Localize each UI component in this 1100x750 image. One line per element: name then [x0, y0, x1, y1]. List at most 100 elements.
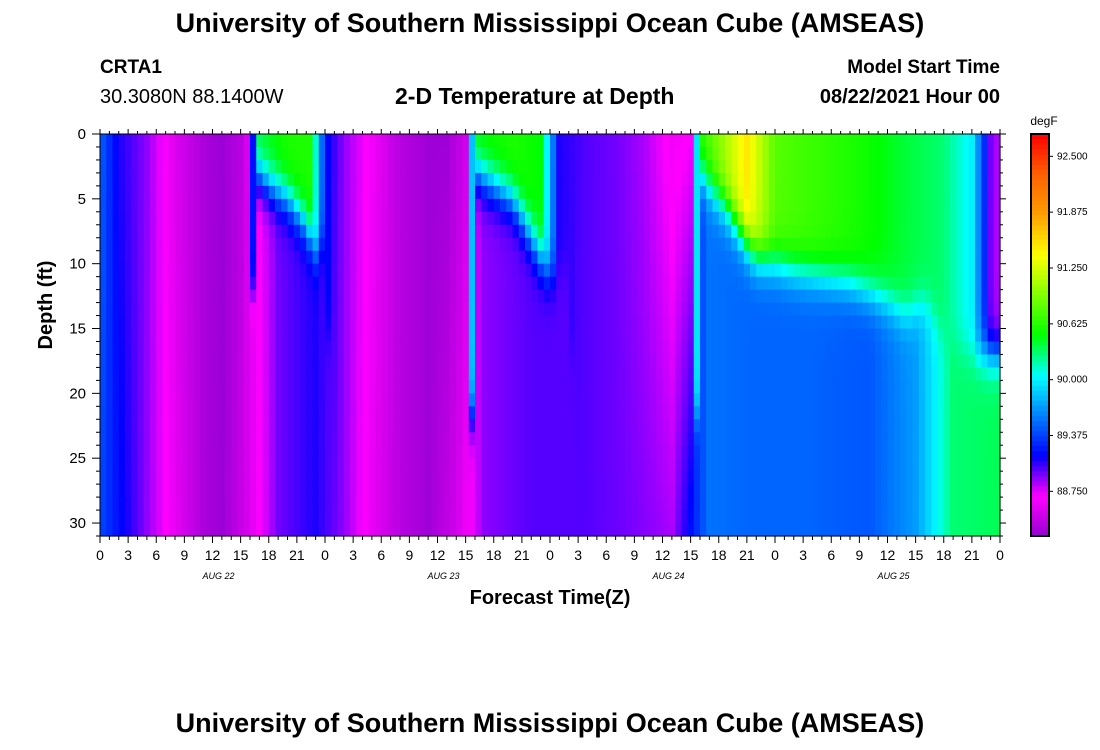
heatmap-cell [200, 406, 207, 420]
heatmap-cell [393, 146, 401, 161]
heatmap-cell [631, 328, 639, 343]
heatmap-cell [175, 458, 182, 472]
heatmap-cell [218, 341, 226, 356]
heatmap-cell [768, 432, 776, 446]
heatmap-cell [862, 393, 870, 407]
heatmap-cell [575, 445, 582, 459]
heatmap-cell [375, 419, 382, 433]
heatmap-cell [425, 302, 432, 317]
heatmap-cell [687, 276, 695, 291]
heatmap-cell [937, 250, 945, 265]
heatmap-cell [943, 224, 951, 239]
heatmap-cell [268, 458, 276, 472]
heatmap-cell [912, 289, 920, 304]
heatmap-cell [543, 497, 551, 511]
heatmap-cell [275, 315, 282, 330]
heatmap-cell [612, 380, 620, 394]
heatmap-cell [475, 289, 482, 304]
heatmap-cell [975, 185, 982, 200]
heatmap-cell [662, 328, 670, 343]
heatmap-cell [187, 198, 195, 213]
heatmap-cell [493, 237, 501, 252]
heatmap-cell [956, 406, 964, 420]
heatmap-cell [800, 367, 807, 381]
heatmap-cell [837, 497, 845, 511]
heatmap-cell [412, 432, 420, 446]
heatmap-cell [212, 419, 220, 433]
heatmap-cell [168, 523, 176, 537]
heatmap-cell [743, 263, 751, 278]
heatmap-cell [131, 458, 139, 472]
heatmap-cell [543, 185, 551, 200]
heatmap-cell [743, 146, 751, 161]
heatmap-cell [175, 315, 182, 330]
heatmap-cell [931, 224, 939, 239]
heatmap-cell [606, 146, 614, 161]
heatmap-cell [887, 471, 895, 485]
heatmap-cell [268, 471, 276, 485]
heatmap-cell [400, 328, 407, 343]
heatmap-cell [143, 406, 151, 420]
heatmap-cell [793, 276, 801, 291]
heatmap-cell [631, 471, 639, 485]
heatmap-cell [800, 146, 807, 161]
heatmap-cell [218, 276, 226, 291]
heatmap-cell [168, 146, 176, 161]
heatmap-cell [393, 250, 401, 265]
heatmap-cell [543, 159, 551, 174]
heatmap-cell [543, 367, 551, 381]
heatmap-cell [212, 380, 220, 394]
heatmap-cell [818, 419, 826, 433]
colorbar-segment [1031, 425, 1049, 432]
heatmap-cell [431, 471, 439, 485]
heatmap-cell [293, 237, 301, 252]
heatmap-cell [706, 380, 714, 394]
heatmap-cell [131, 276, 139, 291]
heatmap-cell [437, 419, 445, 433]
heatmap-cell [662, 380, 670, 394]
day-label: AUG 23 [426, 571, 459, 581]
heatmap-cell [918, 315, 926, 330]
x-tick-label: 0 [771, 547, 779, 563]
heatmap-cell [568, 211, 576, 226]
heatmap-cell [937, 393, 945, 407]
heatmap-cell [762, 367, 770, 381]
heatmap-cell [543, 250, 551, 265]
heatmap-cell [600, 198, 607, 213]
heatmap-cell [562, 250, 570, 265]
heatmap-cell [193, 471, 201, 485]
heatmap-cell [650, 471, 657, 485]
heatmap-cell [756, 211, 764, 226]
heatmap-cell [537, 159, 545, 174]
heatmap-cell [331, 510, 339, 524]
heatmap-cell [175, 380, 182, 394]
heatmap-cell [812, 224, 820, 239]
heatmap-cell [912, 510, 920, 524]
heatmap-cell [993, 237, 1001, 252]
heatmap-cell [962, 328, 970, 343]
heatmap-cell [656, 341, 664, 356]
heatmap-cell [681, 159, 689, 174]
heatmap-cell [956, 380, 964, 394]
heatmap-cell [306, 146, 314, 161]
heatmap-cell [862, 146, 870, 161]
heatmap-cell [325, 302, 332, 317]
heatmap-cell [550, 172, 557, 187]
heatmap-cell [968, 393, 976, 407]
heatmap-cell [662, 354, 670, 369]
heatmap-cell [825, 393, 832, 407]
colorbar-segment [1031, 405, 1049, 411]
heatmap-cell [187, 315, 195, 330]
heatmap-cell [887, 289, 895, 304]
heatmap-cell [512, 185, 520, 200]
heatmap-cell [943, 146, 951, 161]
heatmap-cell [812, 159, 820, 174]
heatmap-cell [631, 354, 639, 369]
heatmap-cell [506, 432, 514, 446]
heatmap-cell [875, 172, 882, 187]
heatmap-cell [118, 484, 126, 498]
heatmap-cell [981, 172, 989, 187]
heatmap-cell [587, 172, 595, 187]
heatmap-cell [743, 497, 751, 511]
heatmap-cell [587, 406, 595, 420]
